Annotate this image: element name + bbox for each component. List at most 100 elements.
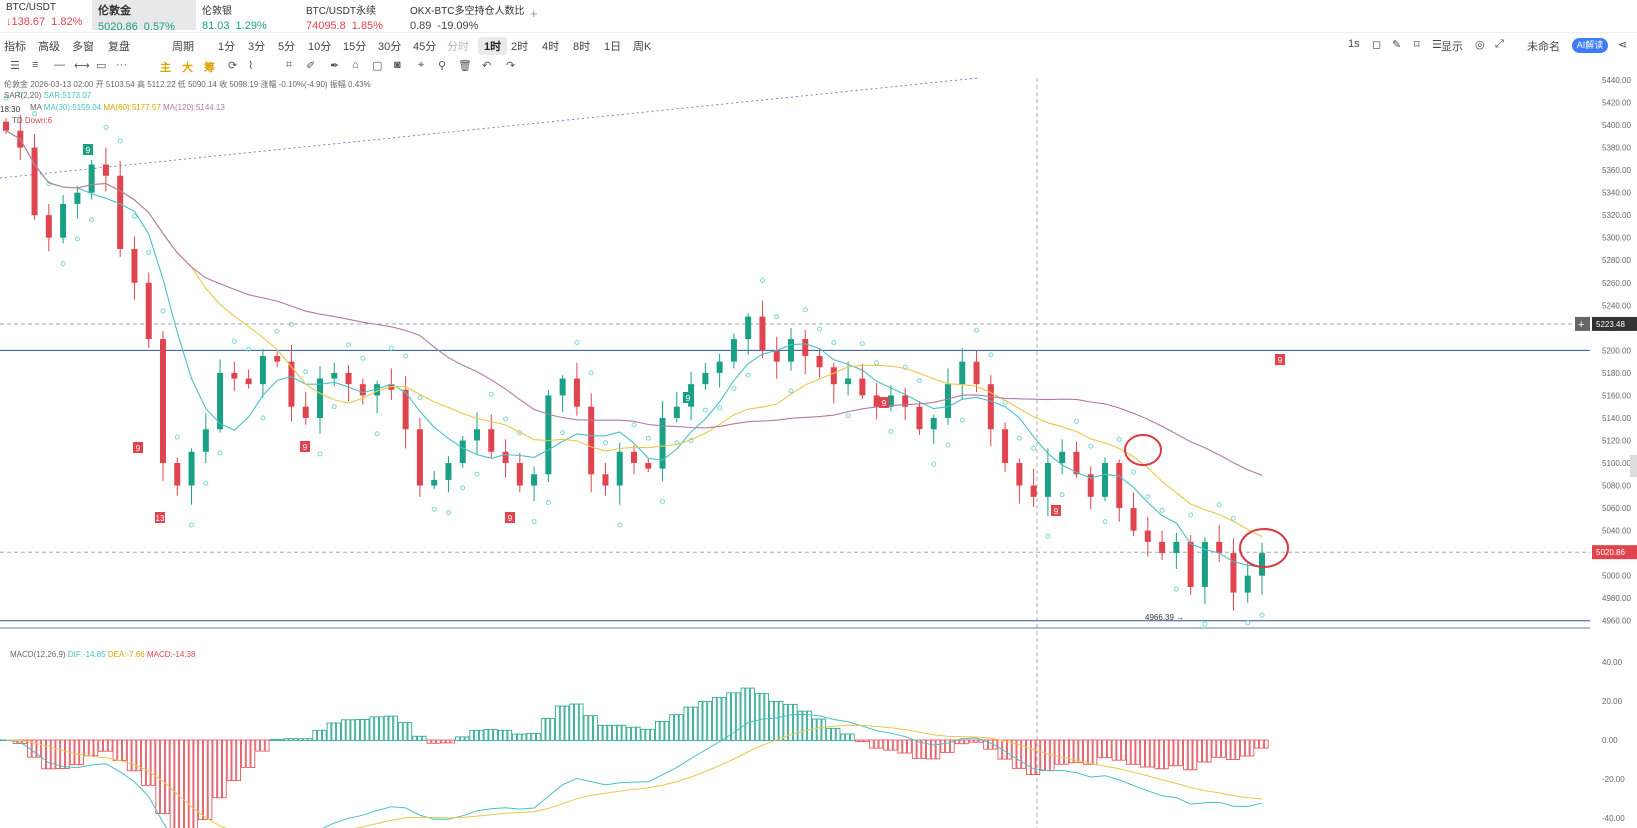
- period-option[interactable]: 3分: [248, 41, 266, 53]
- toolbar-right-item[interactable]: 未命名: [1527, 41, 1560, 53]
- line-icon[interactable]: —: [54, 59, 65, 71]
- ticker-tab[interactable]: 伦敦银 81.03 1.29%: [196, 0, 300, 32]
- period-option[interactable]: 10分: [308, 41, 332, 53]
- sar-dot: [89, 217, 95, 223]
- period-option[interactable]: 30分: [378, 41, 402, 53]
- ticker-tab-bar: BTC/USDT ↓138.67 1.82% 伦敦金 5020.86 0.57% 伦敦银 81…: [0, 0, 1637, 33]
- candle-body: [545, 395, 552, 475]
- camera-icon[interactable]: ◻: [1372, 39, 1382, 51]
- macd-bar: [174, 739, 180, 828]
- period-option[interactable]: 周K: [633, 41, 652, 53]
- ticker-tab[interactable]: OKX-BTC多空持仓人数比 0.89 -19.09%: [404, 0, 534, 32]
- settings-icon[interactable]: ◎: [1475, 39, 1485, 51]
- ticker-price: 74095.8: [306, 20, 346, 32]
- td-badge: [300, 441, 310, 452]
- sar-dot: [431, 506, 437, 512]
- add-tab-button[interactable]: +: [530, 6, 538, 21]
- sar-dot: [146, 249, 152, 255]
- menu-icon[interactable]: ☰: [10, 60, 20, 72]
- hline-icon[interactable]: ⟷: [74, 60, 90, 72]
- tag-icon[interactable]: ⌖: [418, 59, 425, 71]
- edit-icon[interactable]: ✎: [1392, 39, 1402, 51]
- indicator-toggle[interactable]: 主: [160, 62, 171, 74]
- macd-bar: [845, 733, 850, 741]
- filter-icon[interactable]: ⚲: [438, 60, 447, 72]
- sar-dot: [1045, 533, 1051, 539]
- macd-y-tick: 20.00: [1602, 697, 1623, 706]
- macd-bar: [783, 703, 789, 741]
- macd-bar: [540, 718, 546, 741]
- sar-dot: [1230, 515, 1236, 521]
- sar-dot: [331, 404, 337, 410]
- crop-icon[interactable]: ⌗: [286, 59, 293, 71]
- macd-bar: [631, 726, 636, 741]
- macd-bar: [1159, 739, 1164, 770]
- macd-bar: [245, 739, 251, 768]
- macd-bar: [697, 701, 703, 741]
- brush-icon[interactable]: ⌇: [248, 60, 254, 72]
- period-option[interactable]: 1分: [218, 41, 236, 53]
- period-option[interactable]: 1时: [478, 37, 508, 55]
- align-icon[interactable]: ≡: [32, 59, 39, 71]
- period-option[interactable]: 1日: [604, 41, 622, 53]
- candle-body: [887, 395, 894, 407]
- toolbar-item[interactable]: 多窗: [72, 41, 94, 53]
- rect-icon[interactable]: ▭: [96, 60, 107, 72]
- undo-icon[interactable]: ↶: [482, 60, 492, 72]
- ticker-tab[interactable]: BTC/USDT永续 74095.8 1.85%: [300, 0, 404, 32]
- macd-bar: [640, 728, 646, 741]
- toolbar-item[interactable]: 指标: [4, 41, 26, 53]
- lock-icon[interactable]: ▢: [372, 60, 383, 72]
- macd-bar: [383, 715, 389, 741]
- camera2-icon[interactable]: ◙: [394, 59, 401, 71]
- measure-icon[interactable]: ⌂: [352, 59, 359, 71]
- macd-bar: [136, 739, 141, 772]
- period-option[interactable]: 8时: [573, 41, 591, 53]
- candle-body: [1116, 463, 1123, 509]
- macd-bar: [488, 729, 494, 741]
- candle-body: [573, 378, 580, 407]
- macd-bar: [1064, 739, 1069, 765]
- indicator-toggle[interactable]: 大: [182, 62, 193, 74]
- period-option[interactable]: 45分: [413, 41, 437, 53]
- period-option[interactable]: 分时: [447, 41, 469, 53]
- toolbar-item[interactable]: 复盘: [108, 41, 130, 53]
- list-icon[interactable]: ☰: [1432, 39, 1442, 51]
- macd-bar: [545, 718, 551, 741]
- macd-bar: [1164, 739, 1169, 770]
- macd-label: MACD(12,26,9): [10, 650, 66, 659]
- period-option[interactable]: 2时: [511, 41, 529, 53]
- ai-analysis-button[interactable]: AI解读: [1572, 38, 1608, 53]
- period-option[interactable]: 15分: [343, 41, 367, 53]
- toolbar-right-item[interactable]: 1s: [1348, 38, 1360, 50]
- sar-dot: [288, 321, 294, 327]
- redo-icon[interactable]: ↷: [506, 60, 516, 72]
- period-option[interactable]: 5分: [278, 41, 296, 53]
- toolbar-item[interactable]: 高级: [38, 41, 60, 53]
- indicator-toggle[interactable]: 筹: [204, 62, 215, 74]
- ticker-tab[interactable]: 伦敦金 5020.86 0.57%: [92, 0, 196, 33]
- scroll-handle[interactable]: [1630, 455, 1637, 477]
- macd-bar: [1054, 739, 1060, 765]
- trash-icon[interactable]: 🗑: [458, 60, 472, 72]
- period-option[interactable]: 4时: [542, 41, 560, 53]
- sar-dot: [660, 498, 666, 504]
- candle-body: [1087, 474, 1094, 497]
- macd-bar: [778, 701, 784, 741]
- toolbar-right-item[interactable]: 显示: [1441, 41, 1463, 53]
- period-dropdown[interactable]: 周期: [172, 41, 194, 53]
- macd-bar: [131, 739, 137, 772]
- y-tick-label: 5280.00: [1602, 256, 1631, 265]
- ruler-icon[interactable]: ✐: [306, 60, 316, 72]
- fullscreen-icon[interactable]: ⤢: [1495, 38, 1504, 50]
- refresh-icon[interactable]: ⟳: [228, 60, 238, 72]
- candle-body: [474, 429, 480, 441]
- pen-icon[interactable]: ✒: [330, 60, 340, 72]
- ticker-tab[interactable]: BTC/USDT ↓138.67 1.82%: [0, 0, 92, 30]
- dots-icon[interactable]: ···: [116, 59, 127, 71]
- bookmark-icon[interactable]: ⌑: [1414, 39, 1420, 51]
- share-icon[interactable]: ⋖: [1618, 39, 1628, 51]
- sar-dot: [802, 307, 808, 313]
- macd-bar: [930, 739, 936, 760]
